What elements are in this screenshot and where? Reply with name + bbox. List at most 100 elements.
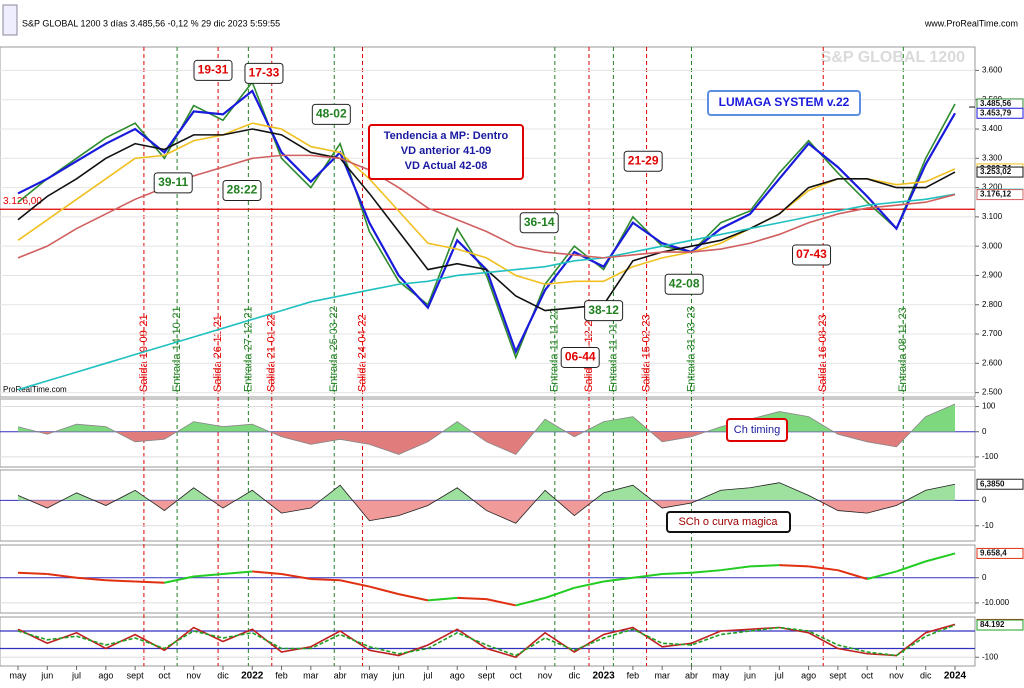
annotation-box [792, 244, 832, 266]
value-label-box [976, 547, 1024, 559]
y-tick-label: -100 [982, 452, 999, 461]
panel-label-box [726, 418, 788, 442]
annotation-label: 42-08 [669, 276, 700, 290]
series-line [17, 624, 956, 657]
x-tick-label: 2023 [593, 671, 616, 682]
y-tick-label: 2.600 [982, 358, 1003, 367]
x-tick-label: dic [920, 670, 932, 680]
x-tick-label: may [361, 670, 379, 680]
line-segment [808, 565, 839, 572]
event-label: Salida 26-11-21 [212, 315, 224, 392]
y-tick-label: 3.400 [982, 124, 1003, 133]
y-tick-label: 3.300 [982, 153, 1003, 162]
annotation-label: 07-43 [796, 247, 827, 261]
value-label: 3.176,12 [980, 190, 1012, 199]
event-label: Entrada 11-01-23 [607, 307, 619, 392]
series-line [17, 122, 956, 286]
y-tick-label: 2.900 [982, 271, 1003, 280]
value-label-box [976, 619, 1024, 631]
area-negative [18, 500, 955, 524]
x-tick-label: dic [217, 670, 229, 680]
line-segment [544, 586, 575, 599]
panel-frame [0, 46, 976, 398]
x-tick-label: jun [392, 670, 405, 680]
line-segment [310, 578, 341, 582]
y-tick-label: 3.100 [982, 212, 1003, 221]
y-tick-label: 0 [982, 573, 987, 582]
y-tick-label: 2.800 [982, 300, 1003, 309]
line-segment [222, 570, 253, 575]
line-segment [837, 569, 868, 580]
y-tick-label: -10 [982, 521, 994, 530]
x-tick-label: jun [40, 670, 53, 680]
event-label: Entrada 25-03-22 [328, 306, 340, 392]
annotation-box [584, 300, 624, 322]
app-icon[interactable] [2, 4, 18, 36]
x-tick-label: jul [71, 670, 81, 680]
y-tick-label: 3.600 [982, 66, 1003, 75]
annotation-label: 06-44 [565, 350, 596, 364]
panel-label-box [666, 511, 791, 533]
header-bar [0, 0, 1024, 46]
x-tick-label: sept [829, 670, 847, 680]
line-segment [76, 576, 106, 582]
line-segment [925, 552, 956, 563]
value-label: 3.253,02 [980, 167, 1012, 176]
line-segment [691, 569, 721, 574]
x-tick-label: nov [538, 670, 553, 680]
area-negative [18, 431, 955, 455]
x-tick-label: ago [450, 670, 465, 680]
event-label: Salida 21-01-22 [266, 314, 278, 392]
y-tick-label: 3.200 [982, 183, 1003, 192]
value-label-box [976, 189, 1024, 201]
annotation-label: 48-02 [316, 107, 347, 121]
annotation-box [311, 103, 351, 125]
annotation-label: 38-12 [588, 303, 619, 317]
x-tick-label: oct [158, 670, 171, 680]
line-segment [457, 596, 487, 601]
info-line: VD Actual 42-08 [405, 160, 488, 172]
h-line-label: 3.126,00 [3, 196, 42, 207]
line-segment [281, 572, 311, 580]
line-segment [866, 570, 897, 580]
line-segment [515, 596, 546, 607]
y-tick-label: 0 [982, 496, 987, 505]
event-label: Salida 24-04-22 [356, 314, 368, 392]
value-label-box [976, 107, 1024, 119]
x-tick-label: feb [627, 670, 640, 680]
line-segment [427, 596, 458, 602]
header-site[interactable]: www.ProRealTime.com [924, 18, 1018, 28]
annotation-label: 39-11 [158, 175, 188, 189]
x-tick-label: nov [186, 670, 201, 680]
line-segment [105, 579, 136, 583]
line-segment [47, 572, 77, 579]
line-segment [603, 576, 634, 583]
event-label: Salida 16-08-23 [817, 314, 829, 392]
annotation-box [664, 273, 704, 295]
x-tick-label: may [9, 670, 27, 680]
watermark: S&P GLOBAL 1200 [821, 49, 965, 66]
panel-label: SCh o curva magica [678, 516, 778, 528]
annotation-box [193, 59, 233, 81]
line-segment [398, 593, 429, 602]
x-tick-label: nov [889, 670, 904, 680]
header-title: S&P GLOBAL 1200 3 días 3.485,56 -0,12 % … [22, 18, 280, 28]
series-line [17, 193, 956, 391]
annotation-label: 36-14 [524, 215, 555, 229]
info-line: Tendencia a MP: Dentro [384, 130, 509, 142]
panel-frame [0, 398, 976, 468]
y-tick-label: 100 [982, 402, 996, 411]
line-segment [369, 585, 399, 596]
line-segment [896, 560, 927, 573]
event-label: Salida 15-02-23 [640, 314, 652, 392]
line-segment [339, 579, 370, 588]
info-box-frame [368, 124, 524, 180]
line-segment [164, 575, 194, 584]
event-label: Entrada 08-11-23 [897, 307, 909, 392]
source: ProRealTime.com [3, 385, 67, 394]
x-tick-label: mar [654, 670, 670, 680]
x-tick-label: jul [774, 670, 784, 680]
x-tick-label: ago [98, 670, 113, 680]
line-segment [574, 580, 604, 589]
y-tick-label: -10.000 [982, 598, 1010, 607]
